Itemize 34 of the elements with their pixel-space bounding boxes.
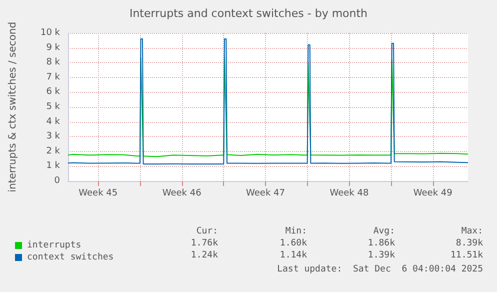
text: 1.86k bbox=[368, 238, 396, 248]
y-tick-label: 9 k bbox=[46, 42, 61, 53]
x-tick-label: Week 45 bbox=[78, 188, 118, 198]
legend-label: interrupts bbox=[27, 240, 82, 250]
text: 11.51k bbox=[450, 250, 484, 260]
text: 1.76k bbox=[190, 238, 219, 248]
legend-label: context switches bbox=[27, 252, 114, 262]
y-axis-title: interrupts & ctx switches / second bbox=[8, 22, 18, 192]
text: Min: bbox=[285, 226, 308, 236]
y-tick-label: 3 k bbox=[46, 132, 61, 142]
line-series bbox=[68, 38, 468, 164]
text: Cur: bbox=[196, 226, 218, 236]
y-tick-label: 0 bbox=[54, 176, 60, 186]
chart-title: Interrupts and context switches - by month bbox=[129, 7, 368, 20]
y-tick-label: 2 k bbox=[46, 146, 61, 156]
x-tick-label: Week 47 bbox=[246, 188, 285, 198]
y-tick-label: 1 k bbox=[46, 161, 61, 172]
y-tick-label: 10 k bbox=[40, 28, 61, 38]
x-tick-label: Week 46 bbox=[162, 188, 202, 198]
text: 1.39k bbox=[368, 250, 396, 260]
x-tick-label: Week 49 bbox=[413, 188, 453, 198]
text: 8.39k bbox=[456, 238, 484, 248]
text: Avg: bbox=[373, 226, 396, 236]
text: Last update: Sat Dec 6 04:00:04 2025 bbox=[277, 264, 484, 274]
y-tick-label: 8 k bbox=[46, 58, 61, 68]
y-tick-label: 7 k bbox=[46, 72, 61, 82]
text: 1.14k bbox=[280, 250, 308, 260]
y-tick-label: 5 k bbox=[46, 102, 61, 112]
x-tick-label: Week 48 bbox=[330, 188, 369, 198]
text: Max: bbox=[461, 226, 484, 236]
text: 1.24k bbox=[190, 250, 219, 260]
y-tick-label: 6 k bbox=[46, 87, 61, 98]
y-tick-label: 4 k bbox=[46, 116, 61, 127]
text: 1.60k bbox=[280, 238, 308, 248]
